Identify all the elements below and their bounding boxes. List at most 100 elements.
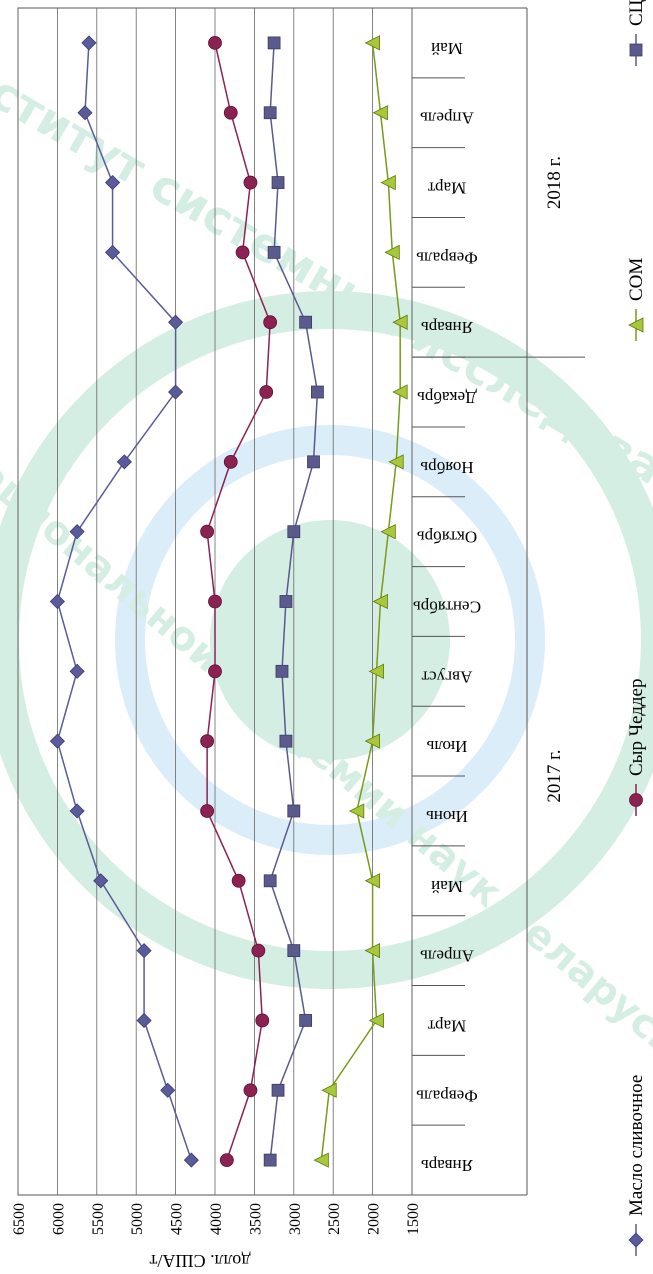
series-1-point [104,244,121,260]
series-1-point [77,105,93,121]
y-tick-label: 3000 [287,1203,304,1235]
series-3-point [364,873,381,889]
watermark-ring-outer [0,291,653,989]
legend-label: СОМ [626,258,647,301]
series-1-point [69,663,85,679]
x-tick-label: Февраль [416,1086,478,1105]
x-tick-label: Июнь [426,807,468,826]
series-1-point [49,593,65,610]
series-3-point [380,524,396,540]
legend-swatch-marker [628,1232,644,1248]
series-2-point [231,873,246,888]
x-tick-label: Апрель [420,109,474,128]
series-4-point [267,36,281,50]
series-3-point [368,1012,384,1029]
series-3-point [372,593,388,610]
y-tick-label: 5500 [90,1203,107,1235]
watermark-text-1: Институт системных исследований [0,29,653,543]
x-tick-label: Ноябрь [420,458,473,477]
x-tick-label: Октябрь [417,528,477,547]
y-tick-label: 2500 [326,1203,343,1235]
y-tick-label: 3500 [247,1203,264,1235]
x-tick-label: Март [427,1016,466,1035]
series-2-point [208,36,222,50]
legend-swatch-marker [629,793,643,807]
series-1-point [183,1152,199,1168]
series-2-point [243,1083,258,1098]
series-1-point [69,524,85,540]
legend-label: Масло сливочное [626,1075,647,1216]
watermark-center-disc [210,520,450,760]
x-tick-label: Май [431,39,463,58]
series-4-point [279,595,293,608]
series-4-point [275,664,289,678]
series-2-point [259,385,274,399]
series-3-point [372,105,388,121]
series-3-point [388,454,404,470]
legend-label: СЦМ [626,0,647,26]
y-tick-label: 4000 [208,1203,225,1235]
series-2-point [208,664,222,679]
series-1-point [49,733,65,749]
legend-label: Сыр Чеддер [626,679,647,777]
series-4-point [311,385,324,399]
series-3-point [321,1082,337,1098]
x-tick-label: Март [427,179,466,198]
y-axis-label: долл. США/т [149,1251,250,1271]
series-2-point [235,245,250,260]
series-4-point [263,106,277,120]
plot-area: 1500 2000 2500 3000 3500 4000 4500 5000 5500 6000… [11,0,647,1271]
legend-swatch-marker [629,43,643,57]
series-1-point [116,454,132,470]
series-2-point [219,1153,234,1167]
series-4-point [299,315,313,329]
year-label: 2017 г. [544,749,565,802]
series-2-point [263,315,278,330]
series-1-point [168,314,184,330]
y-tick-label: 6000 [50,1203,67,1235]
series-3-point [313,1152,329,1168]
x-tick-label: Август [421,667,472,686]
series-1-point [93,873,109,889]
series-3-point [392,384,408,400]
watermark-ring-inner [115,425,545,855]
legend-swatch-marker [628,317,644,333]
x-tick-label: Январь [421,318,473,337]
series-3-point [364,942,381,959]
series-4-point [307,455,320,469]
x-tick-label: Февраль [416,248,478,267]
series-2-point [200,524,215,539]
series-4-point [271,176,285,189]
year-label: 2018 г. [544,156,565,209]
series-3-point [368,663,384,679]
series-2-point [243,175,258,190]
series-1-point [81,35,97,51]
x-tick-label: Сентябрь [413,598,481,617]
y-tick-label: 6500 [11,1203,28,1235]
series-4-point [263,874,277,888]
y-tick-label: 5000 [129,1203,146,1235]
y-tick-label: 4500 [169,1203,186,1235]
x-tick-label: Апрель [420,947,474,966]
series-3-point [364,35,381,51]
series-4-point [263,1153,277,1167]
series-1-point [168,384,184,400]
series-4-point [287,944,301,958]
series-1-point [160,1082,176,1098]
series-4-point [299,1014,313,1027]
x-tick-label: Май [431,877,463,896]
series-1-point [104,174,121,191]
x-tick-label: Июль [426,737,467,756]
series-3-point [364,733,381,749]
series-2-point [223,105,238,120]
x-tick-label: Январь [421,1156,473,1175]
y-tick-label: 2000 [366,1203,383,1235]
series-1-point [136,1012,152,1029]
series-4-point [279,734,293,748]
series-2-point [208,594,222,609]
series-2-point [255,1013,270,1028]
series-1-point [69,803,85,819]
series-4-point [287,525,301,539]
series-2-point [200,734,215,749]
